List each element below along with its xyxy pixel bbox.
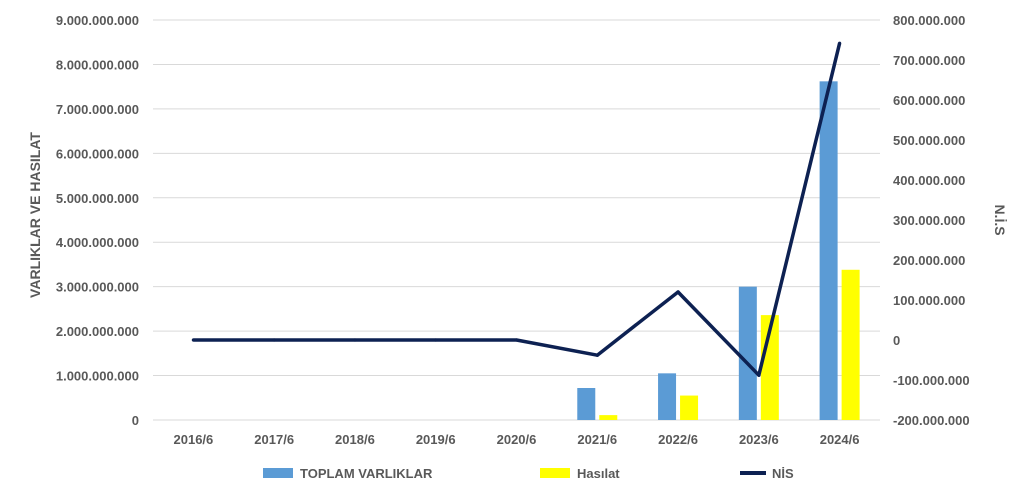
bar-toplam-varliklar (819, 81, 838, 420)
left-tick-label: 9.000.000.000 (56, 13, 139, 28)
nis-point (353, 338, 357, 342)
right-tick-label: 400.000.000 (893, 173, 965, 188)
right-tick-label: 300.000.000 (893, 213, 965, 228)
right-tick-label: 800.000.000 (893, 13, 965, 28)
bar-toplam-varliklar (577, 388, 596, 420)
right-axis-title: N.İ.S (992, 204, 1008, 235)
nis-line (191, 41, 842, 377)
left-tick-label: 3.000.000.000 (56, 280, 139, 295)
nis-point (838, 41, 842, 45)
left-tick-label: 6.000.000.000 (56, 146, 139, 161)
right-tick-label: 700.000.000 (893, 53, 965, 68)
right-tick-label: 100.000.000 (893, 293, 965, 308)
gridlines (153, 19, 880, 421)
bar-toplam-varliklar (738, 286, 757, 420)
nis-point (514, 338, 519, 342)
right-tick-label: 0 (893, 333, 900, 348)
right-tick-label: 200.000.000 (893, 253, 965, 268)
nis-point (272, 338, 276, 342)
left-axis-ticks: 0 1.000.000.000 2.000.000.000 3.000.000.000… (56, 13, 139, 428)
left-tick-label: 1.000.000.000 (56, 369, 139, 384)
left-tick-label: 7.000.000.000 (56, 102, 139, 117)
x-axis-ticks: 2016/6 2017/6 2018/6 2019/6 2020/6 2021/6 2022… (174, 432, 860, 447)
right-tick-label: -100.000.000 (893, 373, 970, 388)
x-tick-label: 2020/6 (497, 432, 537, 447)
x-tick-label: 2017/6 (254, 432, 294, 447)
x-tick-label: 2023/6 (739, 432, 779, 447)
bar-toplam-varliklar (658, 373, 677, 420)
legend: TOPLAM VARLIKLAR Hasılat NİS (263, 466, 794, 481)
nis-point (676, 290, 680, 294)
nis-point (434, 338, 438, 342)
left-tick-label: 4.000.000.000 (56, 235, 139, 250)
bars (577, 81, 860, 420)
x-tick-label: 2016/6 (174, 432, 214, 447)
left-tick-label: 8.000.000.000 (56, 57, 139, 72)
x-tick-label: 2021/6 (577, 432, 617, 447)
legend-label-hasilat: Hasılat (577, 466, 620, 481)
bar-hasilat (680, 395, 699, 420)
nis-point (191, 338, 195, 342)
legend-label-nis: NİS (772, 466, 794, 481)
right-tick-label: 600.000.000 (893, 93, 965, 108)
right-tick-label: -200.000.000 (893, 413, 970, 428)
x-tick-label: 2024/6 (820, 432, 860, 447)
legend-swatch-hasilat (540, 468, 570, 478)
legend-swatch-toplam-varliklar (263, 468, 293, 478)
left-tick-label: 2.000.000.000 (56, 324, 139, 339)
right-tick-label: 500.000.000 (893, 133, 965, 148)
bar-hasilat (841, 269, 860, 420)
x-tick-label: 2022/6 (658, 432, 698, 447)
bar-hasilat (599, 415, 618, 420)
right-axis-ticks: -200.000.000 -100.000.000 0 100.000.000 200.… (893, 13, 970, 428)
x-tick-label: 2018/6 (335, 432, 375, 447)
nis-point (595, 353, 599, 357)
left-tick-label: 5.000.000.000 (56, 191, 139, 206)
nis-point (757, 373, 761, 377)
left-tick-label: 0 (132, 413, 139, 428)
left-axis-title: VARLIKLAR VE HASILAT (27, 132, 43, 298)
legend-label-toplam-varliklar: TOPLAM VARLIKLAR (300, 466, 433, 481)
x-tick-label: 2019/6 (416, 432, 456, 447)
